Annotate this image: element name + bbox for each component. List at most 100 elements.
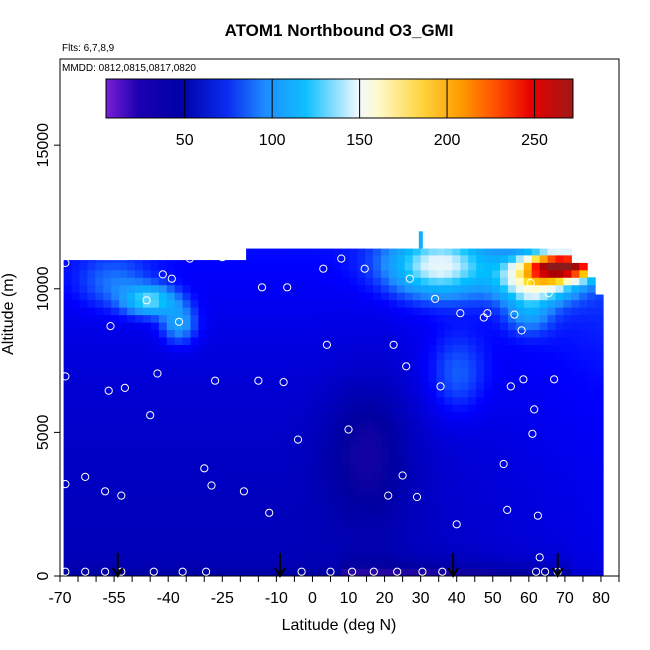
heatmap-cell: [230, 516, 239, 525]
heatmap-cell: [190, 441, 199, 450]
heatmap-cell: [198, 508, 207, 517]
heatmap-cell: [357, 531, 366, 540]
heatmap-cell: [79, 419, 88, 428]
heatmap-cell: [111, 523, 120, 532]
heatmap-cell: [285, 419, 295, 428]
heatmap-cell: [166, 404, 176, 413]
heatmap-cell: [428, 374, 438, 383]
heatmap-cell: [301, 248, 311, 256]
heatmap-cell: [238, 284, 247, 293]
heatmap-cell: [420, 531, 430, 540]
heatmap-cell: [135, 292, 144, 301]
heatmap-cell: [412, 419, 422, 428]
heatmap-cell: [357, 546, 366, 555]
heatmap-cell: [63, 568, 73, 577]
heatmap-cell: [468, 254, 477, 263]
heatmap-cell: [293, 337, 303, 345]
heatmap-cell: [135, 284, 144, 293]
heatmap-cell: [277, 493, 287, 502]
heatmap-cell: [531, 314, 541, 323]
heatmap-cell: [87, 538, 96, 547]
heatmap-cell: [206, 381, 215, 390]
heatmap-cell: [539, 531, 549, 540]
heatmap-cell: [349, 344, 358, 353]
heatmap-cell: [539, 269, 549, 278]
heatmap-cell: [214, 441, 223, 450]
heatmap-cell: [119, 389, 128, 398]
heatmap-cell: [349, 419, 358, 428]
heatmap-cell: [412, 404, 422, 413]
heatmap-cell: [182, 419, 192, 428]
heatmap-cell: [531, 538, 541, 547]
heatmap-cell: [301, 478, 311, 487]
heatmap-cell: [587, 471, 596, 480]
heatmap-cell: [563, 568, 572, 577]
heatmap-cell: [365, 456, 374, 465]
heatmap-cell: [555, 463, 564, 472]
heatmap-cell: [87, 419, 96, 428]
heatmap-cell: [277, 262, 287, 271]
x-tick-label: 20: [376, 590, 394, 607]
heatmap-cell: [63, 508, 73, 517]
profile-point: [218, 253, 227, 262]
heatmap-cell: [158, 396, 168, 405]
heatmap-cell: [190, 351, 199, 360]
heatmap-cell: [373, 329, 382, 338]
heatmap-cell: [119, 516, 128, 525]
heatmap-cell: [460, 546, 469, 555]
heatmap-cell: [333, 351, 342, 360]
heatmap-cell: [63, 434, 73, 443]
heatmap-cell: [309, 254, 318, 263]
heatmap-cell: [246, 374, 255, 383]
heatmap-cell: [365, 486, 374, 495]
heatmap-cell: [436, 523, 445, 532]
heatmap-cell: [341, 561, 350, 570]
heatmap-cell: [571, 396, 580, 405]
heatmap-cell: [404, 501, 414, 510]
heatmap-cell: [158, 299, 168, 308]
heatmap-cell: [468, 344, 477, 353]
heatmap-cell: [452, 329, 461, 338]
heatmap-cell: [507, 426, 517, 435]
heatmap-cell: [380, 411, 390, 420]
heatmap-cell: [579, 292, 588, 301]
heatmap-cell: [587, 531, 596, 540]
heatmap-cell: [452, 531, 461, 540]
heatmap-cell: [150, 523, 160, 532]
heatmap-cell: [444, 351, 453, 360]
heatmap-cell: [158, 456, 168, 465]
heatmap-cell: [317, 254, 326, 263]
heatmap-cell: [63, 478, 73, 487]
heatmap-cell: [333, 269, 342, 278]
heatmap-cell: [166, 329, 176, 338]
heatmap-cell: [380, 396, 390, 405]
heatmap-cell: [103, 463, 112, 472]
heatmap-cell: [190, 337, 199, 345]
heatmap-cell: [293, 546, 303, 555]
heatmap-cell: [396, 269, 406, 278]
heatmap-cell: [547, 269, 557, 278]
heatmap-cell: [484, 269, 493, 278]
heatmap-cell: [277, 277, 287, 286]
heatmap-cell: [396, 419, 406, 428]
heatmap-cell: [460, 322, 469, 331]
heatmap-cell: [420, 292, 430, 301]
heatmap-cell: [468, 426, 477, 435]
heatmap-cell: [373, 493, 382, 502]
heatmap-cell: [484, 463, 493, 472]
heatmap-cell: [341, 411, 350, 420]
heatmap-cell: [293, 419, 303, 428]
heatmap-cell: [111, 337, 120, 345]
heatmap-cell: [111, 314, 120, 323]
heatmap-cell: [412, 389, 422, 398]
heatmap-cell: [388, 463, 398, 472]
heatmap-cell: [135, 260, 144, 263]
heatmap-cell: [158, 374, 168, 383]
heatmap-cell: [246, 262, 255, 271]
heatmap-cell: [174, 553, 184, 562]
heatmap-cell: [523, 568, 533, 577]
heatmap-cell: [476, 568, 485, 577]
heatmap-cell: [182, 553, 192, 562]
heatmap-cell: [95, 516, 104, 525]
heatmap-cell: [230, 381, 239, 390]
